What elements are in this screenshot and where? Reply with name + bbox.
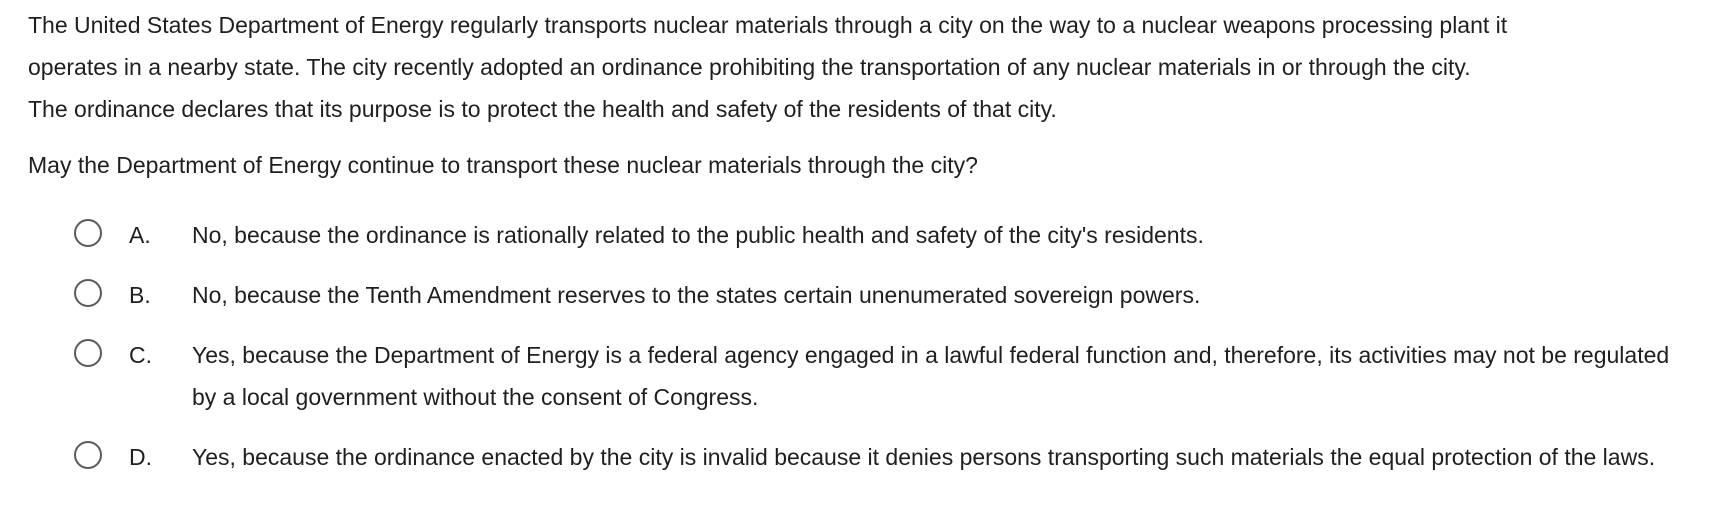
option-text-c: Yes, because the Department of Energy is… xyxy=(192,342,1670,410)
option-text-b: No, because the Tenth Amendment reserves… xyxy=(192,282,1201,308)
stem-line-2: operates in a nearby state. The city rec… xyxy=(28,54,1471,80)
radio-button-d[interactable] xyxy=(74,441,102,469)
answer-options: A. No, because the ordinance is rational… xyxy=(28,214,1698,478)
answer-option-b[interactable]: B. No, because the Tenth Amendment reser… xyxy=(28,274,1698,316)
option-text-a: No, because the ordinance is rationally … xyxy=(192,222,1204,248)
answer-option-d[interactable]: D. Yes, because the ordinance enacted by… xyxy=(28,436,1698,478)
option-letter-a: A. xyxy=(129,222,151,248)
radio-button-b[interactable] xyxy=(74,279,102,307)
option-text-d: Yes, because the ordinance enacted by th… xyxy=(192,444,1656,470)
answer-option-a[interactable]: A. No, because the ordinance is rational… xyxy=(28,214,1698,256)
question-container: The United States Department of Energy r… xyxy=(28,4,1698,501)
question-stem: The United States Department of Energy r… xyxy=(28,4,1698,130)
radio-button-a[interactable] xyxy=(74,219,102,247)
stem-line-3: The ordinance declares that its purpose … xyxy=(28,96,1057,122)
question-prompt: May the Department of Energy continue to… xyxy=(28,152,978,178)
stem-line-1: The United States Department of Energy r… xyxy=(28,12,1508,38)
option-letter-c: C. xyxy=(129,342,152,368)
radio-button-c[interactable] xyxy=(74,339,102,367)
answer-option-c[interactable]: C. Yes, because the Department of Energy… xyxy=(28,334,1698,418)
option-letter-d: D. xyxy=(129,444,152,470)
option-letter-b: B. xyxy=(129,282,151,308)
